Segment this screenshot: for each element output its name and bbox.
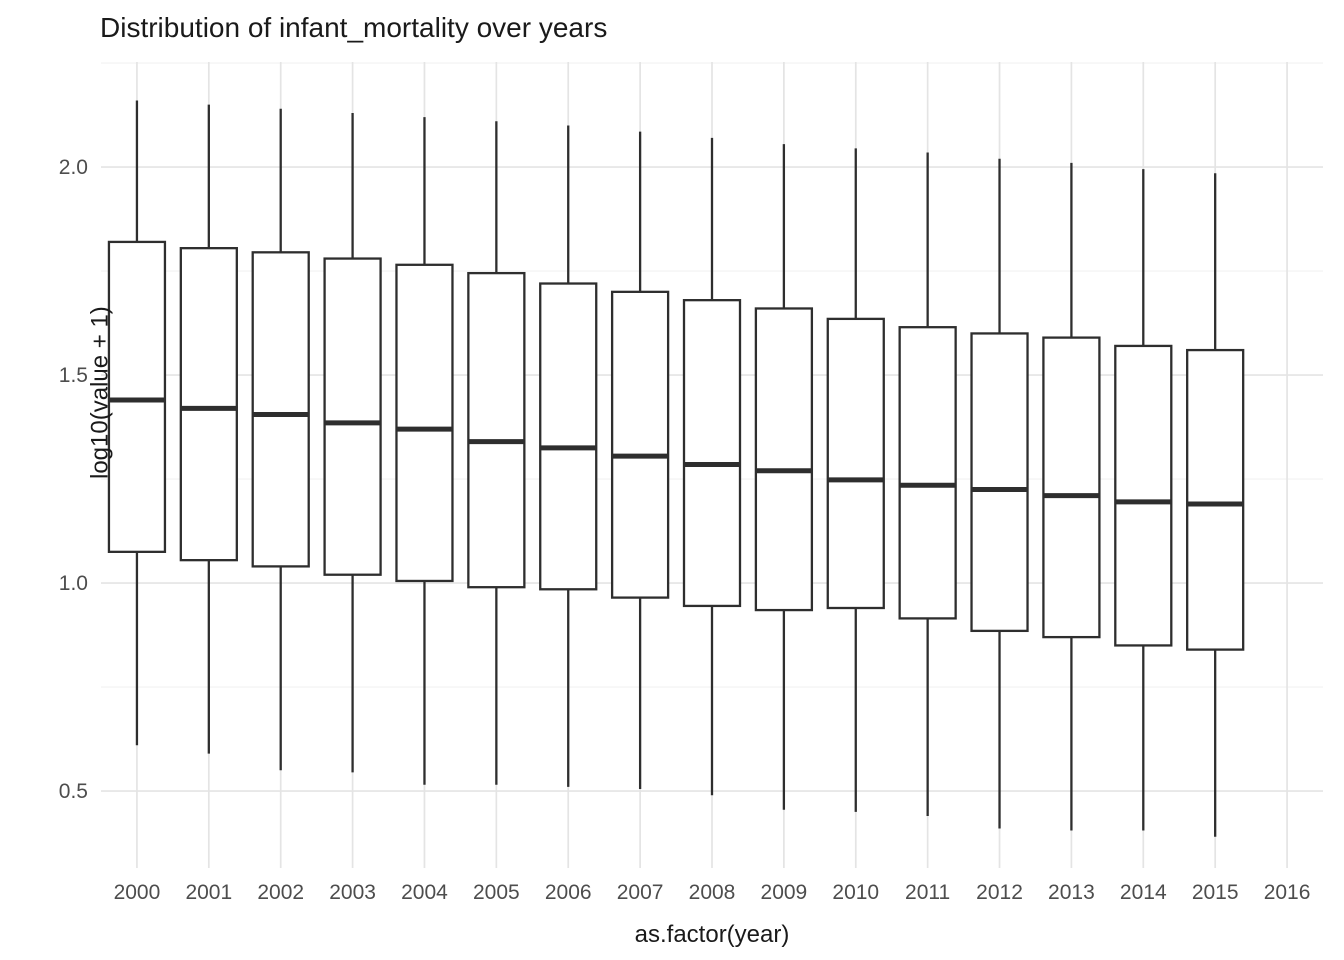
- x-axis-title: as.factor(year): [634, 921, 790, 948]
- y-tick-label-2: 2.0: [59, 156, 88, 179]
- iqr-box-2011: [898, 326, 957, 620]
- y-tick-label-1.5: 1.5: [59, 364, 88, 387]
- iqr-box-2000: [107, 240, 167, 553]
- boxplot-2014: [1114, 169, 1173, 831]
- boxplot-2015: [1186, 173, 1245, 837]
- boxplot-2002: [251, 108, 310, 771]
- x-tick-label-2011: 2011: [905, 881, 950, 904]
- x-tick-label-2001: 2001: [185, 881, 232, 904]
- x-tick-label-2015: 2015: [1192, 881, 1239, 904]
- boxplot-2008: [682, 137, 742, 796]
- boxplot-2009: [754, 144, 814, 810]
- iqr-box-2003: [323, 257, 382, 576]
- iqr-box-2005: [467, 271, 526, 589]
- boxplot-2013: [1042, 162, 1101, 831]
- x-tick-label-2016: 2016: [1264, 881, 1311, 904]
- y-axis-title: log10(value + 1): [86, 306, 114, 479]
- boxplot-2001: [179, 104, 238, 754]
- x-tick-label-2005: 2005: [473, 881, 520, 904]
- iqr-box-2009: [754, 307, 814, 612]
- boxplot-2005: [467, 121, 526, 785]
- x-tick-label-2009: 2009: [761, 881, 808, 904]
- x-tick-label-2014: 2014: [1120, 881, 1167, 904]
- iqr-box-2006: [539, 282, 598, 591]
- iqr-box-2014: [1114, 344, 1173, 647]
- iqr-box-2004: [395, 263, 454, 583]
- iqr-box-2010: [826, 317, 885, 610]
- x-tick-label-2008: 2008: [689, 881, 736, 904]
- x-tick-label-2010: 2010: [832, 881, 879, 904]
- iqr-box-2007: [610, 290, 670, 599]
- boxplot-2012: [970, 158, 1029, 829]
- boxplot-2000: [107, 100, 167, 746]
- iqr-box-2015: [1186, 348, 1245, 651]
- x-tick-label-2012: 2012: [976, 881, 1023, 904]
- boxplot-2006: [539, 125, 598, 787]
- iqr-box-2012: [970, 332, 1029, 633]
- x-tick-label-2004: 2004: [401, 881, 448, 904]
- x-tick-label-2002: 2002: [257, 881, 304, 904]
- boxplot-2010: [826, 148, 885, 812]
- y-tick-label-0.5: 0.5: [59, 780, 88, 803]
- iqr-box-2013: [1042, 336, 1101, 639]
- x-tick-label-2007: 2007: [617, 881, 664, 904]
- boxplot-2011: [898, 152, 957, 816]
- boxplot-2007: [610, 131, 670, 789]
- y-tick-label-1: 1.0: [59, 572, 88, 595]
- iqr-box-2008: [682, 299, 742, 608]
- iqr-box-2001: [179, 247, 238, 562]
- x-tick-label-2013: 2013: [1048, 881, 1095, 904]
- chart-title: Distribution of infant_mortality over ye…: [100, 12, 608, 43]
- iqr-box-2002: [251, 251, 310, 568]
- x-tick-label-2000: 2000: [114, 881, 161, 904]
- boxplot-2004: [395, 117, 454, 785]
- x-tick-label-2006: 2006: [545, 881, 592, 904]
- x-tick-label-2003: 2003: [329, 881, 376, 904]
- boxplot-2003: [323, 112, 382, 773]
